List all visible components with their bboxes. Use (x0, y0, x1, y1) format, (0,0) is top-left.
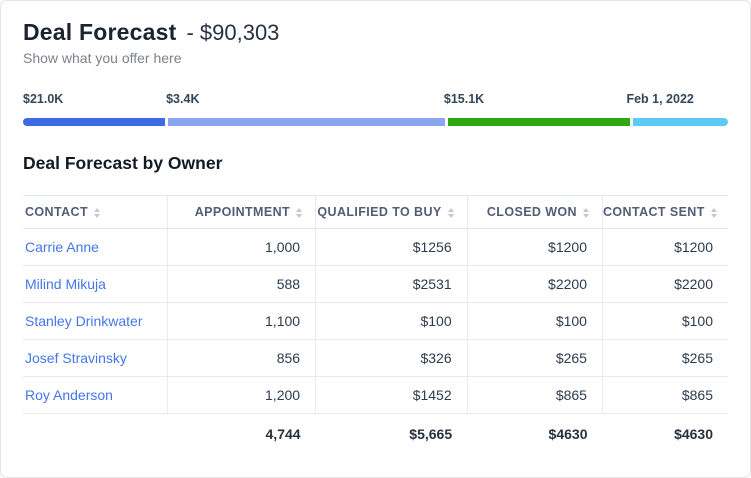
contact-sent-cell: $100 (602, 302, 728, 340)
column-header-contact-sent[interactable]: CONTACT SENT (602, 195, 728, 229)
contact-sent-cell: $2200 (602, 265, 728, 303)
column-header-appointment[interactable]: APPOINTMENT (167, 195, 317, 229)
stage-segment-2 (168, 118, 445, 126)
qualified-cell: $1256 (315, 228, 468, 266)
table-row: Milind Mikuja 588 $2531 $2200 $2200 (23, 265, 728, 303)
total-appointment: 4,744 (265, 425, 301, 442)
closed-won-cell: $265 (467, 339, 603, 377)
sort-icon[interactable] (582, 207, 590, 218)
totals-empty-cell (23, 414, 168, 454)
qualified-cell: $2531 (315, 265, 468, 303)
table-header-row: CONTACT APPOINTMENT QUALIFIED TO BUY CLO… (23, 195, 728, 229)
contact-link[interactable]: Josef Stravinsky (25, 350, 127, 366)
sort-icon[interactable] (93, 207, 101, 218)
total-closed-won: $4630 (548, 425, 588, 442)
table-row: Roy Anderson 1,200 $1452 $865 $865 (23, 376, 728, 414)
page-subtitle: Show what you offer here (23, 50, 182, 66)
sort-icon[interactable] (710, 207, 718, 218)
column-header-label: CONTACT SENT (602, 205, 705, 219)
forecast-amount: - $90,303 (186, 20, 280, 45)
qualified-cell: $100 (315, 302, 468, 340)
qualified-cell: $326 (315, 339, 468, 377)
sort-icon[interactable] (447, 207, 455, 218)
column-header-qualified-to-buy[interactable]: QUALIFIED TO BUY (315, 195, 468, 229)
forecast-table: CONTACT APPOINTMENT QUALIFIED TO BUY CLO… (23, 195, 728, 454)
contact-link[interactable]: Carrie Anne (25, 239, 99, 255)
page-title: Deal Forecast (23, 19, 177, 45)
stage-segment-3 (447, 118, 630, 126)
total-contact-sent: $4630 (674, 425, 713, 442)
contact-sent-cell: $265 (602, 339, 728, 377)
stage-segment-1 (23, 118, 166, 126)
contact-link[interactable]: Roy Anderson (25, 387, 113, 403)
column-header-label: APPOINTMENT (194, 205, 291, 219)
closed-won-cell: $2200 (467, 265, 603, 303)
column-header-contact[interactable]: CONTACT (23, 195, 169, 229)
appointment-cell: 588 (167, 265, 317, 303)
stage-label-3: $15.1K (443, 92, 485, 106)
stage-progress-bar (23, 118, 728, 126)
contact-sent-cell: $865 (602, 376, 728, 414)
table-row: Josef Stravinsky 856 $326 $265 $265 (23, 339, 728, 377)
stage-label-4: Feb 1, 2022 (626, 92, 694, 106)
contact-sent-cell: $1200 (602, 228, 728, 266)
qualified-cell: $1452 (315, 376, 468, 414)
stage-bar-labels: $21.0K $3.4K $15.1K Feb 1, 2022 (23, 92, 728, 107)
appointment-cell: 1,000 (167, 228, 317, 266)
total-qualified: $5,665 (409, 425, 453, 442)
closed-won-cell: $865 (467, 376, 603, 414)
contact-link[interactable]: Milind Mikuja (25, 276, 106, 292)
column-header-label: CONTACT (25, 205, 88, 219)
column-header-closed-won[interactable]: CLOSED WON (467, 195, 603, 229)
appointment-cell: 1,200 (167, 376, 317, 414)
contact-link[interactable]: Stanley Drinkwater (25, 313, 143, 329)
closed-won-cell: $100 (467, 302, 603, 340)
page-header: Deal Forecast - $90,303 (23, 19, 728, 46)
totals-row: 4,744 $5,665 $4630 $4630 (23, 414, 728, 454)
stage-label-1: $21.0K (23, 92, 64, 106)
table-row: Carrie Anne 1,000 $1256 $1200 $1200 (23, 228, 728, 266)
appointment-cell: 856 (167, 339, 317, 377)
table-title: Deal Forecast by Owner (23, 153, 223, 173)
column-header-label: CLOSED WON (486, 205, 577, 219)
column-header-label: QUALIFIED TO BUY (317, 205, 442, 219)
stage-label-2: $3.4K (166, 92, 200, 106)
table-row: Stanley Drinkwater 1,100 $100 $100 $100 (23, 302, 728, 340)
appointment-cell: 1,100 (167, 302, 317, 340)
stage-segment-4 (632, 118, 728, 126)
sort-icon[interactable] (296, 207, 303, 218)
closed-won-cell: $1200 (467, 228, 603, 266)
